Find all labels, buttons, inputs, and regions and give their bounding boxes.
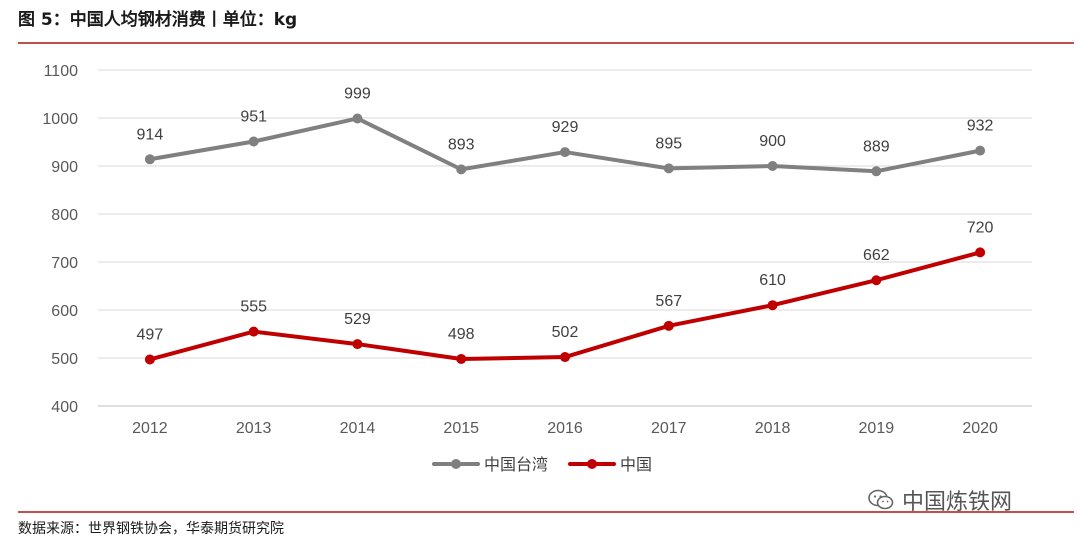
y-tick-label: 400 xyxy=(51,399,78,416)
gridlines xyxy=(98,69,1032,407)
data-label: 498 xyxy=(448,326,475,343)
legend-swatch-marker xyxy=(451,459,461,469)
bottom-divider xyxy=(18,511,1074,513)
data-point xyxy=(248,136,259,147)
data-label: 497 xyxy=(137,326,164,343)
data-label: 502 xyxy=(552,324,579,341)
data-label: 529 xyxy=(344,311,371,328)
source-note: 数据来源：世界钢铁协会，华泰期货研究院 xyxy=(18,521,284,537)
legend-label: 中国 xyxy=(620,455,652,474)
x-tick-label: 2018 xyxy=(755,420,791,437)
data-point xyxy=(456,164,467,175)
data-point xyxy=(767,161,778,171)
y-tick-label: 700 xyxy=(51,255,78,272)
data-point xyxy=(352,113,363,124)
wechat-icon xyxy=(868,489,894,510)
data-label: 889 xyxy=(863,138,890,155)
y-tick-label: 600 xyxy=(51,303,78,320)
data-label: 900 xyxy=(759,133,786,150)
data-point xyxy=(663,163,674,174)
data-point xyxy=(352,339,363,350)
legend-swatch-marker xyxy=(587,459,597,469)
watermark: 中国炼铁网 xyxy=(868,484,1012,516)
data-point xyxy=(975,247,986,258)
y-tick-label: 1100 xyxy=(44,63,79,80)
x-tick-label: 2020 xyxy=(962,420,998,437)
data-point xyxy=(767,300,778,311)
x-tick-label: 2013 xyxy=(236,420,272,437)
series-group: 914 951 999 893 929 895 900 889 932 497 555 529 498 5… xyxy=(137,85,994,365)
data-label: 999 xyxy=(344,85,371,102)
y-tick-label: 1000 xyxy=(42,111,78,128)
data-point xyxy=(144,354,155,365)
data-label: 893 xyxy=(448,136,475,153)
data-label: 951 xyxy=(240,109,267,126)
data-point xyxy=(456,353,467,364)
data-label: 932 xyxy=(967,118,994,135)
top-divider xyxy=(18,42,1074,44)
data-point xyxy=(144,154,155,165)
data-label: 555 xyxy=(240,299,267,316)
series-line-2 xyxy=(147,250,983,362)
data-point xyxy=(560,352,570,363)
data-label: 720 xyxy=(967,219,994,236)
data-label: 929 xyxy=(552,119,579,136)
data-point xyxy=(871,166,882,177)
watermark-text: 中国炼铁网 xyxy=(902,490,1013,515)
legend: 中国台湾 中国 xyxy=(432,455,652,474)
data-label: 662 xyxy=(863,247,890,264)
data-point xyxy=(663,320,674,331)
data-label: 895 xyxy=(655,135,682,152)
data-label: 567 xyxy=(655,293,682,310)
data-label: 610 xyxy=(759,272,786,289)
y-tick-label: 900 xyxy=(51,159,78,176)
x-tick-label: 2019 xyxy=(859,420,895,437)
figure-title: 图 5：中国人均钢材消费丨单位：kg xyxy=(18,10,298,30)
x-tick-label: 2015 xyxy=(443,420,479,437)
y-tick-label: 500 xyxy=(51,351,78,368)
data-point xyxy=(871,275,882,286)
x-tick-label: 2012 xyxy=(132,420,168,437)
x-tick-label: 2017 xyxy=(651,420,687,437)
y-tick-label: 800 xyxy=(51,207,78,224)
y-axis: 400 500 600 700 800 900 1000 1100 xyxy=(42,63,78,416)
x-tick-label: 2014 xyxy=(340,420,376,437)
legend-label: 中国台湾 xyxy=(484,455,548,474)
data-point xyxy=(248,326,259,337)
x-tick-label: 2016 xyxy=(547,420,583,437)
data-point xyxy=(975,145,986,156)
data-point xyxy=(560,147,570,158)
x-axis: 2012 2013 2014 2015 2016 2017 2018 2019 2020 xyxy=(132,420,998,437)
data-label: 914 xyxy=(137,126,164,143)
